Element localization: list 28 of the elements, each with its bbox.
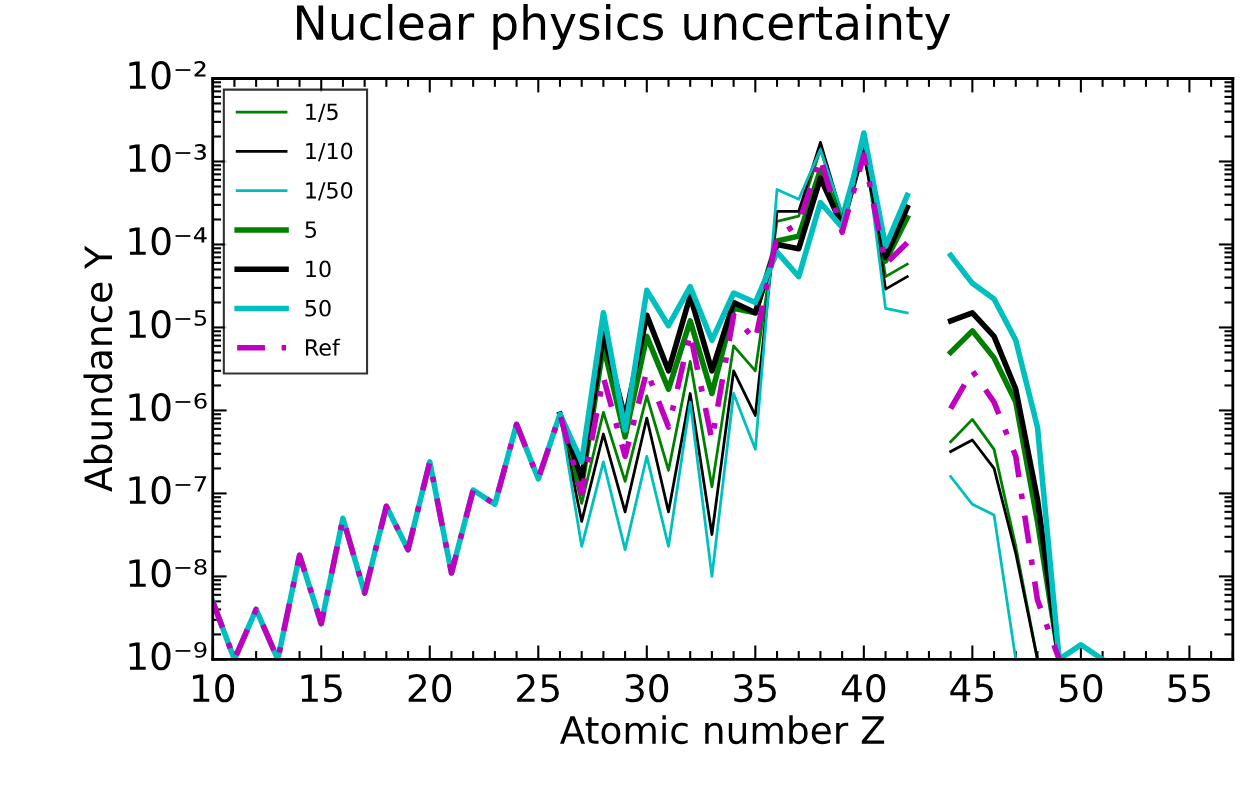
x-tick-label: 10 [192,673,235,703]
y-tick-label: 10⁻⁵ [129,309,207,339]
x-tick-label: 55 [1168,674,1210,703]
legend-label: 1/50 [306,181,353,201]
x-tick-label: 15 [301,674,342,703]
legend-label: 1/10 [306,142,353,162]
x-tick-label: 25 [517,673,559,703]
x-tick-label: 30 [625,673,669,703]
legend-label: 5 [305,221,317,238]
x-tick-label: 45 [950,674,993,703]
x-tick-label: 40 [841,673,886,703]
y-tick-label: 10⁻⁷ [129,475,207,505]
y-tick-label: 10⁻⁴ [129,226,207,256]
y-tick-label: 10⁻⁶ [129,392,207,422]
x-tick-label: 50 [1059,673,1103,703]
legend-label: 10 [306,260,331,278]
legend-label: 50 [305,299,331,317]
x-tick-label: 35 [734,673,776,703]
y-tick-label: 10⁻² [129,61,206,90]
y-axis-title: Abundance Y [83,245,113,492]
legend-label: Ref [306,338,341,356]
chart-title: Nuclear physics uncertainty [297,3,951,50]
x-tick-label: 20 [408,673,452,703]
legend-label: 1/5 [306,103,338,122]
x-axis-title: Atomic number Z [560,715,885,745]
y-tick-label: 10⁻³ [129,144,206,173]
y-tick-label: 10⁻⁸ [129,558,207,588]
y-tick-label: 10⁻⁹ [129,641,207,671]
